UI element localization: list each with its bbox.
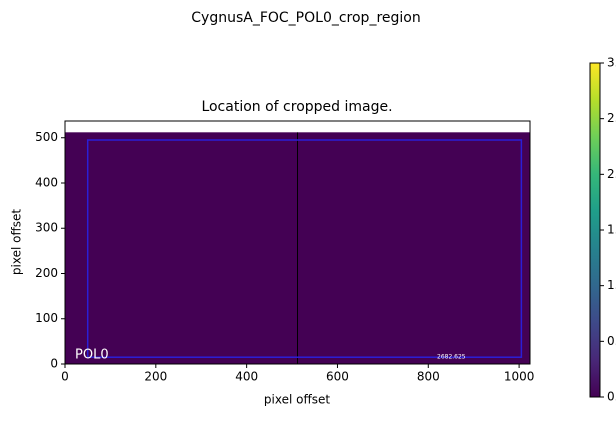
- axes-frame: [64, 120, 531, 365]
- y-tick-label: 100: [35, 311, 58, 325]
- y-tick-label: 300: [35, 221, 58, 235]
- x-tick-label: 0: [61, 370, 69, 384]
- colorbar-tick-label: 0.0: [607, 390, 616, 404]
- x-tick-label: 1000: [504, 370, 535, 384]
- colorbar-tick-label: 1.5: [607, 223, 616, 237]
- y-tick-label: 200: [35, 266, 58, 280]
- x-tick-label: 400: [235, 370, 258, 384]
- colorbar-tick-label: 0.5: [607, 334, 616, 348]
- y-axis-label: pixel offset: [10, 209, 24, 275]
- suptitle: CygnusA_FOC_POL0_crop_region: [191, 10, 420, 26]
- x-axis-label: pixel offset: [264, 393, 330, 407]
- y-tick-label: 500: [35, 130, 58, 144]
- y-tick-label: 0: [50, 357, 58, 371]
- annotation: 2682.625: [437, 354, 466, 361]
- colorbar-tick-label: 2.5: [607, 111, 616, 125]
- colorbar-tick-label: 3.0: [607, 56, 616, 70]
- axes-title: Location of cropped image.: [201, 99, 392, 115]
- x-tick-label: 800: [417, 370, 440, 384]
- y-tick-label: 400: [35, 175, 58, 189]
- colorbar-tick-label: 1.0: [607, 278, 616, 292]
- crop-region: [86, 139, 523, 358]
- annotation: POL0: [75, 348, 109, 363]
- x-tick-label: 600: [326, 370, 349, 384]
- colorbar: [589, 62, 601, 398]
- colorbar-tick-label: 2.0: [607, 167, 616, 181]
- x-tick-label: 200: [144, 370, 167, 384]
